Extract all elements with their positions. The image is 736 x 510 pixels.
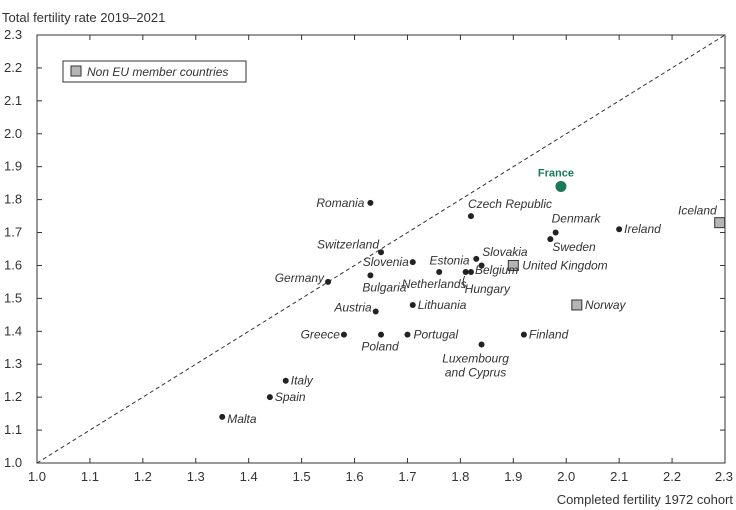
label-finland: Finland [529, 328, 569, 342]
legend-box [62, 60, 247, 83]
point-iceland [714, 217, 726, 229]
y-tick-label: 1.1 [4, 422, 22, 437]
y-tick-label: 1.6 [4, 257, 22, 272]
label-denmark: Denmark [552, 212, 602, 226]
y-tick-labels: 1.0 1.1 1.2 1.3 1.4 1.5 1.6 1.7 1.8 1.9 2.0 2.1 2.2 2… [4, 27, 22, 470]
label-austria: Austria [333, 301, 372, 315]
x-axis-title: Completed fertility 1972 cohort [557, 492, 734, 507]
point-lithuania [409, 301, 416, 308]
y-tick-label: 1.9 [4, 159, 22, 174]
point-italy [282, 377, 289, 384]
label-czech-republic: Czech Republic [468, 197, 552, 211]
y-tick-label: 1.7 [4, 225, 22, 240]
point-denmark [552, 229, 559, 236]
point-hungary [462, 269, 469, 276]
x-tick-label: 1.1 [81, 469, 99, 484]
label-belgium: Belgium [475, 263, 518, 277]
point-austria [372, 308, 379, 315]
point-romania [367, 199, 374, 206]
label-united-kingdom: United Kingdom [522, 258, 607, 272]
label-luxembourg-and-cyprus: Luxembourg and Cyprus [442, 351, 509, 379]
label-spain: Spain [275, 390, 306, 404]
y-tick-label: 1.0 [4, 455, 22, 470]
point-estonia [478, 262, 485, 269]
data-points [219, 180, 726, 420]
point-czech-republic [467, 213, 474, 220]
point-germany [325, 278, 332, 285]
x-tick-label: 1.9 [504, 469, 522, 484]
label-estonia: Estonia [430, 253, 470, 267]
point-slovakia [473, 255, 480, 262]
y-tick-label: 2.3 [4, 27, 22, 42]
label-lithuania: Lithuania [418, 298, 467, 312]
point-ireland [616, 226, 623, 233]
label-poland: Poland [361, 340, 399, 354]
point-labels: France Romania Czech Republic Iceland Irelan… [227, 167, 717, 425]
label-sweden: Sweden [552, 240, 596, 254]
label-slovenia: Slovenia [363, 255, 409, 269]
point-portugal [404, 331, 411, 338]
x-tick-label: 1.7 [398, 469, 416, 484]
label-france: France [538, 167, 574, 179]
label-netherlands: Netherlands [402, 277, 467, 291]
label-iceland: Iceland [678, 204, 717, 218]
point-belgium [467, 269, 474, 276]
x-tick-label: 1.3 [187, 469, 205, 484]
x-tick-label: 1.8 [451, 469, 469, 484]
point-malta [219, 413, 226, 420]
label-norway: Norway [585, 298, 627, 312]
tick-marks [36, 34, 726, 464]
label-switzerland: Switzerland [317, 237, 379, 251]
point-bulgaria [367, 272, 374, 279]
legend: Non EU member countries [62, 60, 247, 83]
legend-label: Non EU member countries [87, 65, 228, 79]
y-tick-label: 2.0 [4, 126, 22, 141]
point-slovenia [409, 259, 416, 266]
point-netherlands [436, 269, 443, 276]
x-tick-label: 1.4 [240, 469, 258, 484]
y-tick-label: 1.2 [4, 389, 22, 404]
point-france [555, 180, 567, 192]
x-tick-label: 1.5 [293, 469, 311, 484]
y-tick-label: 1.3 [4, 356, 22, 371]
y-axis-title: Total fertility rate 2019–2021 [2, 10, 165, 25]
x-tick-label: 2.1 [610, 469, 628, 484]
point-united-kingdom [507, 259, 519, 271]
point-spain [266, 394, 273, 401]
point-norway [571, 299, 583, 311]
x-tick-label: 1.6 [345, 469, 363, 484]
label-hungary: Hungary [465, 282, 511, 296]
label-romania: Romania [316, 196, 364, 210]
label-malta: Malta [227, 412, 257, 426]
x-tick-label: 2.3 [715, 469, 733, 484]
x-tick-label: 2.2 [663, 469, 681, 484]
point-switzerland [378, 249, 384, 256]
x-tick-label: 1.2 [134, 469, 152, 484]
label-portugal: Portugal [413, 328, 458, 342]
x-tick-labels: 1.0 1.1 1.2 1.3 1.4 1.5 1.6 1.7 1.8 1.9 2.0 2.1 2.2 2… [28, 469, 733, 484]
label-slovakia: Slovakia [482, 245, 528, 259]
label-ireland: Ireland [624, 222, 661, 236]
point-sweden [547, 236, 554, 243]
y-tick-label: 1.4 [4, 323, 22, 338]
point-greece [340, 331, 347, 338]
x-tick-label: 2.0 [557, 469, 575, 484]
hungary-leader [462, 275, 466, 289]
plot-frame [36, 34, 726, 464]
point-luxembourg-and-cyprus [478, 341, 485, 348]
label-greece: Greece [301, 328, 341, 342]
y-tick-label: 2.2 [4, 60, 22, 75]
reference-line-y-equals-x [36, 34, 726, 464]
y-tick-label: 1.8 [4, 192, 22, 207]
y-tick-label: 1.5 [4, 290, 22, 305]
legend-swatch [70, 65, 82, 77]
y-tick-label: 2.1 [4, 93, 22, 108]
label-germany: Germany [275, 271, 325, 285]
label-italy: Italy [291, 374, 314, 388]
point-poland [378, 331, 384, 338]
point-finland [520, 331, 527, 338]
x-tick-label: 1.0 [28, 469, 46, 484]
label-bulgaria: Bulgaria [362, 280, 406, 294]
